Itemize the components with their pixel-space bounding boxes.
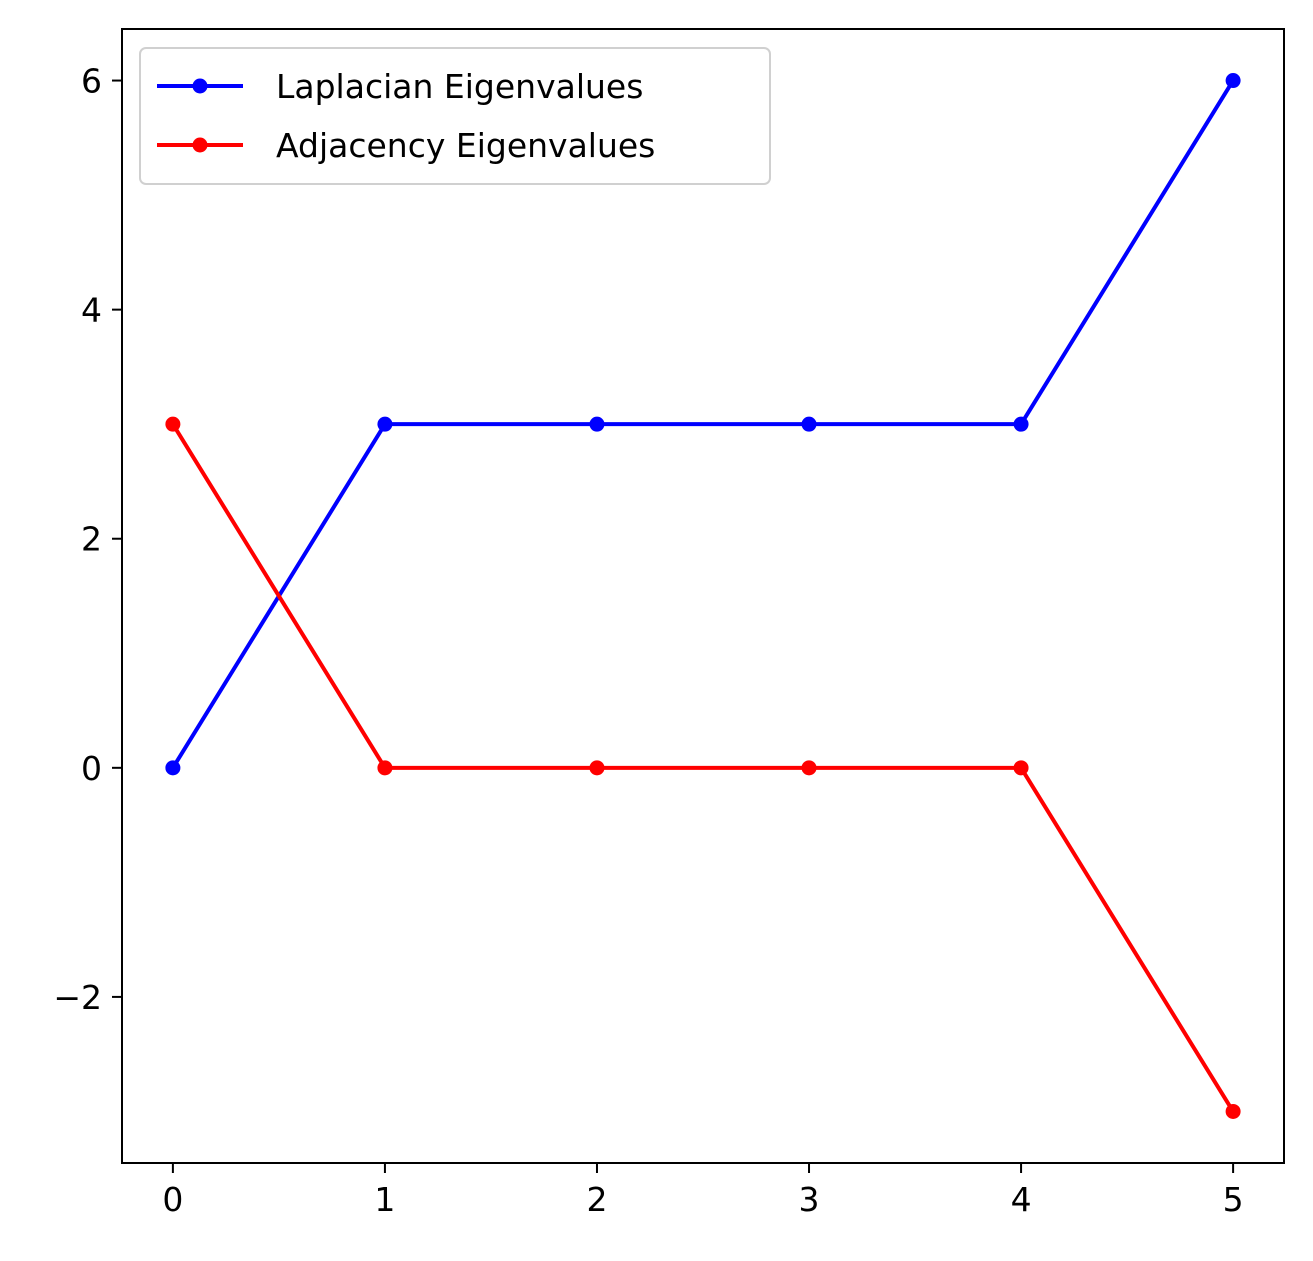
legend-marker bbox=[192, 137, 208, 153]
x-tick-label: 2 bbox=[586, 1180, 607, 1219]
series-0 bbox=[165, 73, 1241, 776]
legend-label: Adjacency Eigenvalues bbox=[276, 126, 655, 165]
y-tick-label: 0 bbox=[81, 749, 102, 788]
series-layer bbox=[165, 73, 1241, 1119]
data-point bbox=[165, 416, 181, 432]
series-line bbox=[170, 421, 1236, 1115]
legend-marker bbox=[192, 78, 208, 94]
series-line bbox=[170, 77, 1236, 771]
data-point bbox=[589, 760, 605, 776]
data-point bbox=[377, 760, 393, 776]
plot-area-frame bbox=[121, 28, 1285, 1164]
y-axis: −2 0 2 4 6 bbox=[53, 62, 122, 1017]
y-tick-label: 6 bbox=[81, 62, 102, 101]
legend-box bbox=[139, 47, 771, 185]
x-tick-label: 4 bbox=[1011, 1180, 1032, 1219]
data-point bbox=[1225, 1103, 1241, 1119]
x-axis: 0 1 2 3 4 5 bbox=[162, 1163, 1244, 1219]
legend-label: Laplacian Eigenvalues bbox=[276, 67, 643, 106]
y-tick-label: 4 bbox=[81, 291, 102, 330]
series-1 bbox=[165, 416, 1241, 1119]
data-point bbox=[801, 760, 817, 776]
data-point bbox=[377, 416, 393, 432]
data-point bbox=[165, 760, 181, 776]
x-tick-label: 0 bbox=[162, 1180, 183, 1219]
data-point bbox=[1013, 416, 1029, 432]
data-point bbox=[1013, 760, 1029, 776]
x-tick-label: 3 bbox=[799, 1180, 820, 1219]
data-point bbox=[589, 416, 605, 432]
y-tick-label: 2 bbox=[81, 520, 102, 559]
data-point bbox=[1225, 73, 1241, 89]
data-point bbox=[801, 416, 817, 432]
x-tick-label: 1 bbox=[374, 1180, 395, 1219]
x-tick-label: 5 bbox=[1223, 1180, 1244, 1219]
legend: Laplacian Eigenvalues Adjacency Eigenvalu… bbox=[139, 47, 771, 185]
y-tick-label: −2 bbox=[53, 978, 102, 1017]
